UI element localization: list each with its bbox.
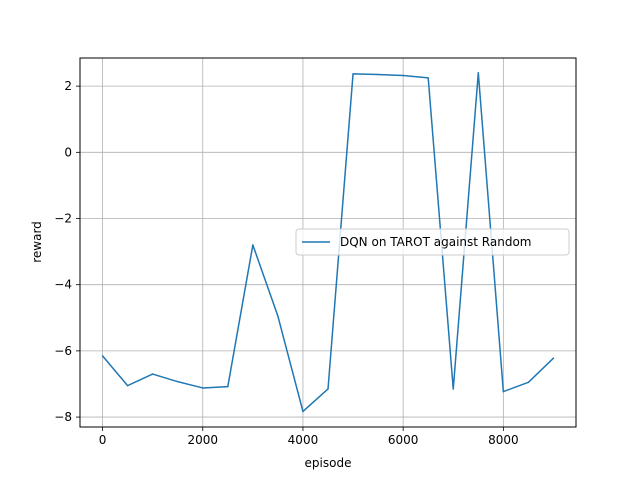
- y-tick-label: −6: [54, 344, 72, 358]
- y-tick-label: 2: [64, 79, 72, 93]
- y-tick-label: 0: [64, 145, 72, 159]
- data-point: [377, 73, 379, 76]
- x-tick-label: 0: [99, 433, 107, 447]
- data-point: [302, 410, 304, 413]
- axis-ticks: 0 2000 4000 6000 8000 −8 −6 −4 −2 0 2: [54, 79, 518, 447]
- data-point: [452, 388, 455, 390]
- y-tick-label: −4: [54, 278, 72, 292]
- y-tick-label: −2: [54, 212, 72, 226]
- x-tick-label: 4000: [288, 433, 319, 447]
- data-point: [352, 73, 354, 75]
- data-point: [427, 77, 429, 79]
- data-point: [527, 381, 530, 384]
- data-point: [101, 355, 104, 357]
- legend: DQN on TAROT against Random: [295, 228, 570, 256]
- data-point: [126, 384, 129, 387]
- data-point: [151, 373, 154, 375]
- data-point: [201, 387, 204, 389]
- plot-lines: [101, 72, 555, 413]
- x-tick-label: 2000: [187, 433, 218, 447]
- y-axis-label: reward: [30, 221, 44, 263]
- data-point: [327, 388, 329, 390]
- data-point: [252, 244, 254, 246]
- legend-label: DQN on TAROT against Random: [340, 235, 532, 249]
- legend-box: [295, 228, 570, 256]
- data-point: [227, 385, 229, 388]
- data-point: [502, 390, 505, 393]
- data-point: [402, 74, 404, 77]
- data-point: [552, 357, 555, 359]
- x-axis-label: episode: [305, 456, 352, 470]
- data-point: [477, 72, 480, 74]
- x-tick-label: 8000: [488, 433, 519, 447]
- data-point: [176, 380, 179, 383]
- y-tick-label: −8: [54, 410, 72, 424]
- x-tick-label: 6000: [388, 433, 419, 447]
- data-point: [277, 315, 279, 317]
- axes-frame: [79, 57, 577, 428]
